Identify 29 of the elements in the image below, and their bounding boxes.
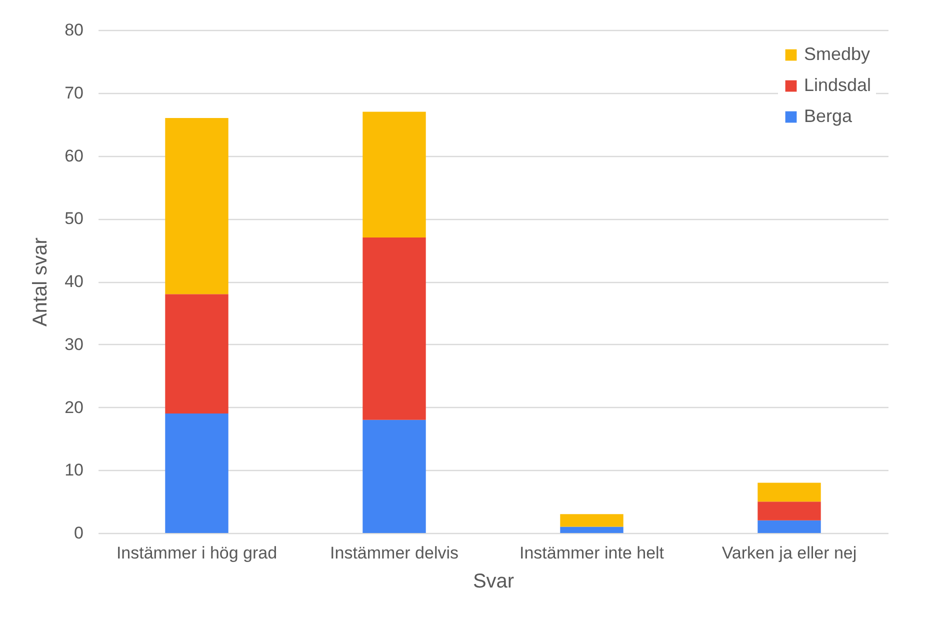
x-tick-label: Varken ja eller nej xyxy=(722,544,857,562)
legend-label: Berga xyxy=(804,106,854,126)
bar xyxy=(362,420,426,533)
bar xyxy=(758,520,821,533)
bar xyxy=(560,526,624,533)
x-tick-label: Instämmer i hög grad xyxy=(116,544,278,562)
y-tick-label: 30 xyxy=(64,334,84,354)
y-tick-label: 10 xyxy=(64,460,84,480)
legend-label: Smedby xyxy=(804,44,870,64)
y-tick-label: 20 xyxy=(64,398,84,417)
y-tick-label: 50 xyxy=(64,209,84,228)
y-tick-label: 40 xyxy=(64,272,84,291)
bar xyxy=(165,118,228,294)
legend-label: Lindsdal xyxy=(804,75,872,95)
bar xyxy=(165,414,228,533)
bar xyxy=(758,482,821,502)
bar xyxy=(560,514,624,527)
x-tick-label: Instämmer delvis xyxy=(330,544,458,562)
y-tick-label: 60 xyxy=(64,146,84,166)
x-axis-title: Svar xyxy=(472,570,514,592)
y-axis-title: Antal svar xyxy=(30,237,52,326)
bar xyxy=(362,112,426,238)
y-tick-label: 70 xyxy=(64,83,84,102)
bar xyxy=(165,294,228,414)
bar xyxy=(758,502,821,520)
y-tick-label: 0 xyxy=(74,524,84,542)
x-tick-label: Instämmer inte helt xyxy=(519,544,664,562)
y-tick-label: 80 xyxy=(64,20,84,40)
bar xyxy=(362,237,426,420)
